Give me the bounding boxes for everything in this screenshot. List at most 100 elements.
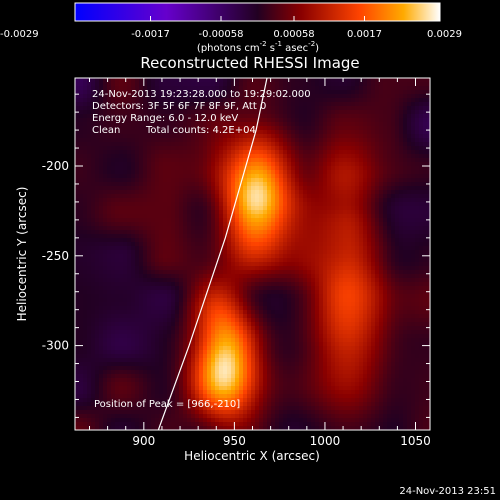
heatmap-cell <box>387 222 392 227</box>
heatmap-cell <box>383 158 388 163</box>
heatmap-cell <box>259 230 264 235</box>
heatmap-cell <box>183 266 188 271</box>
heatmap-cell <box>423 234 428 239</box>
heatmap-cell <box>215 90 220 95</box>
heatmap-cell <box>359 90 364 95</box>
heatmap-cell <box>419 262 424 267</box>
heatmap-cell <box>415 114 420 119</box>
heatmap-cell <box>271 94 276 99</box>
heatmap-cell <box>171 110 176 115</box>
heatmap-cell <box>227 134 232 139</box>
heatmap-cell <box>135 82 140 87</box>
heatmap-cell <box>195 138 200 143</box>
heatmap-cell <box>155 114 160 119</box>
heatmap-cell <box>155 210 160 215</box>
heatmap-cell <box>107 242 112 247</box>
heatmap-cell <box>407 174 412 179</box>
heatmap-cell <box>135 102 140 107</box>
heatmap-cell <box>299 198 304 203</box>
heatmap-cell <box>123 286 128 291</box>
heatmap-cell <box>239 298 244 303</box>
heatmap-cell <box>407 150 412 155</box>
heatmap-cell <box>171 194 176 199</box>
heatmap-cell <box>323 250 328 255</box>
heatmap-cell <box>403 118 408 123</box>
heatmap-cell <box>191 206 196 211</box>
heatmap-cell <box>419 110 424 115</box>
heatmap-cell <box>415 106 420 111</box>
heatmap-cell <box>147 274 152 279</box>
heatmap-cell <box>279 238 284 243</box>
heatmap-cell <box>119 210 124 215</box>
heatmap-cell <box>183 246 188 251</box>
heatmap-cell <box>195 86 200 91</box>
heatmap-cell <box>199 126 204 131</box>
colorbar-tick-label: -0.00058 <box>199 29 244 40</box>
heatmap-cell <box>191 242 196 247</box>
heatmap-cell <box>319 270 324 275</box>
heatmap-cell <box>267 134 272 139</box>
heatmap-cell <box>219 218 224 223</box>
heatmap-cell <box>151 270 156 275</box>
heatmap-cell <box>391 142 396 147</box>
heatmap-cell <box>75 190 80 195</box>
heatmap-cell <box>127 186 132 191</box>
heatmap-cell <box>143 190 148 195</box>
heatmap-cell <box>399 246 404 251</box>
heatmap-cell <box>195 82 200 87</box>
heatmap-cell <box>199 210 204 215</box>
heatmap-cell <box>103 270 108 275</box>
heatmap-cell <box>295 182 300 187</box>
heatmap-cell <box>259 150 264 155</box>
heatmap-cell <box>135 238 140 243</box>
heatmap-cell <box>235 218 240 223</box>
heatmap-cell <box>187 190 192 195</box>
heatmap-cell <box>263 294 268 299</box>
heatmap-cell <box>283 114 288 119</box>
heatmap-cell <box>223 170 228 175</box>
heatmap-cell <box>79 94 84 99</box>
heatmap-cell <box>399 102 404 107</box>
heatmap-cell <box>207 146 212 151</box>
heatmap-cell <box>263 154 268 159</box>
heatmap-cell <box>127 174 132 179</box>
heatmap-cell <box>83 174 88 179</box>
heatmap-cell <box>183 230 188 235</box>
heatmap-cell <box>239 286 244 291</box>
heatmap-cell <box>323 238 328 243</box>
heatmap-cell <box>83 138 88 143</box>
heatmap-cell <box>203 250 208 255</box>
heatmap-cell <box>95 194 100 199</box>
heatmap-cell <box>419 210 424 215</box>
heatmap-cell <box>311 170 316 175</box>
heatmap-cell <box>107 282 112 287</box>
heatmap-cell <box>227 94 232 99</box>
heatmap-cell <box>243 286 248 291</box>
heatmap-cell <box>199 110 204 115</box>
heatmap-cell <box>95 82 100 87</box>
heatmap-cell <box>135 270 140 275</box>
heatmap-cell <box>367 262 372 267</box>
heatmap-cell <box>107 278 112 283</box>
heatmap-cell <box>263 118 268 123</box>
heatmap-cell <box>91 190 96 195</box>
heatmap-cell <box>287 126 292 131</box>
heatmap-cell <box>255 226 260 231</box>
heatmap-cell <box>415 198 420 203</box>
heatmap-cell <box>115 146 120 151</box>
heatmap-cell <box>231 234 236 239</box>
heatmap-cell <box>99 110 104 115</box>
heatmap-cell <box>415 94 420 99</box>
heatmap-cell <box>119 154 124 159</box>
heatmap-cell <box>391 206 396 211</box>
heatmap-cell <box>155 222 160 227</box>
heatmap-cell <box>311 298 316 303</box>
heatmap-cell <box>83 266 88 271</box>
heatmap-cell <box>423 94 428 99</box>
heatmap-cell <box>279 150 284 155</box>
heatmap-cell <box>95 78 100 83</box>
heatmap-cell <box>107 222 112 227</box>
heatmap-cell <box>239 230 244 235</box>
heatmap-cell <box>299 234 304 239</box>
heatmap-cell <box>203 186 208 191</box>
